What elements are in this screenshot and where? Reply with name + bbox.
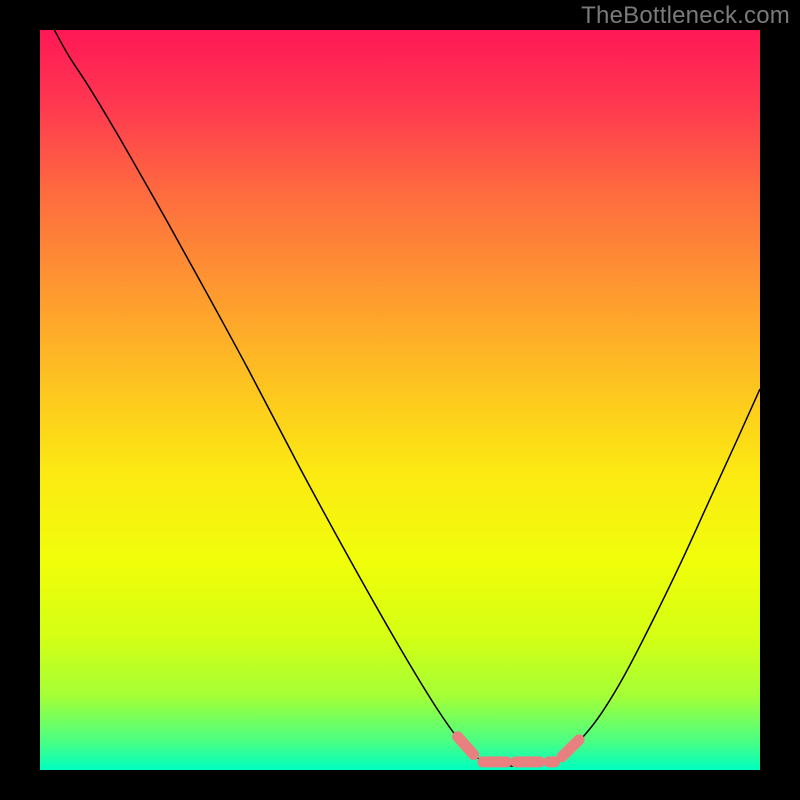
bottleneck-curve-chart [0,0,800,800]
plot-background [40,30,760,770]
chart-frame: TheBottleneck.com [0,0,800,800]
